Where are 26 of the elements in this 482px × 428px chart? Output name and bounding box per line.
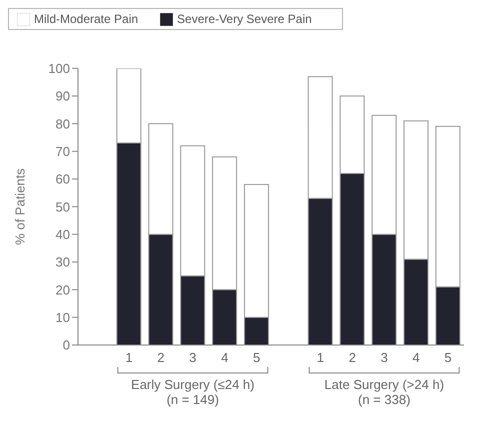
x-tick-label: 1	[316, 350, 324, 366]
x-tick-label: 4	[412, 350, 420, 366]
legend-label: Mild-Moderate Pain	[34, 12, 138, 26]
y-tick-label: 50	[56, 199, 70, 214]
x-tick-label: 4	[221, 350, 228, 366]
x-tick-label: 3	[380, 350, 388, 366]
y-tick-label: 80	[56, 116, 70, 132]
y-tick-label: 60	[56, 172, 70, 187]
x-tick-label: 1	[125, 350, 133, 366]
y-tick-label: 70	[56, 144, 70, 159]
y-tick-label: 20	[56, 282, 70, 298]
text: Late Surgery (>24 h) (n = 338)	[324, 377, 444, 407]
x-tick-label: 3	[189, 350, 196, 366]
x-tick-label: 2	[157, 350, 164, 366]
text: Early Surgery (≤24 h) (n = 149)	[131, 377, 255, 407]
y-tick-label: 10	[56, 310, 70, 325]
y-tick-label: 30	[56, 254, 70, 270]
x-tick-label: 5	[444, 350, 452, 366]
y-tick-label: 0	[62, 338, 70, 353]
x-tick-label: 5	[252, 350, 260, 366]
y-tick-label: 40	[56, 226, 70, 242]
legend-label: Severe-Very Severe Pain	[177, 12, 312, 26]
y-axis-title: % of Patients	[12, 168, 28, 245]
x-tick-label: 2	[348, 350, 356, 366]
y-tick-label: 100	[48, 60, 70, 76]
y-tick-label: 90	[56, 88, 70, 104]
